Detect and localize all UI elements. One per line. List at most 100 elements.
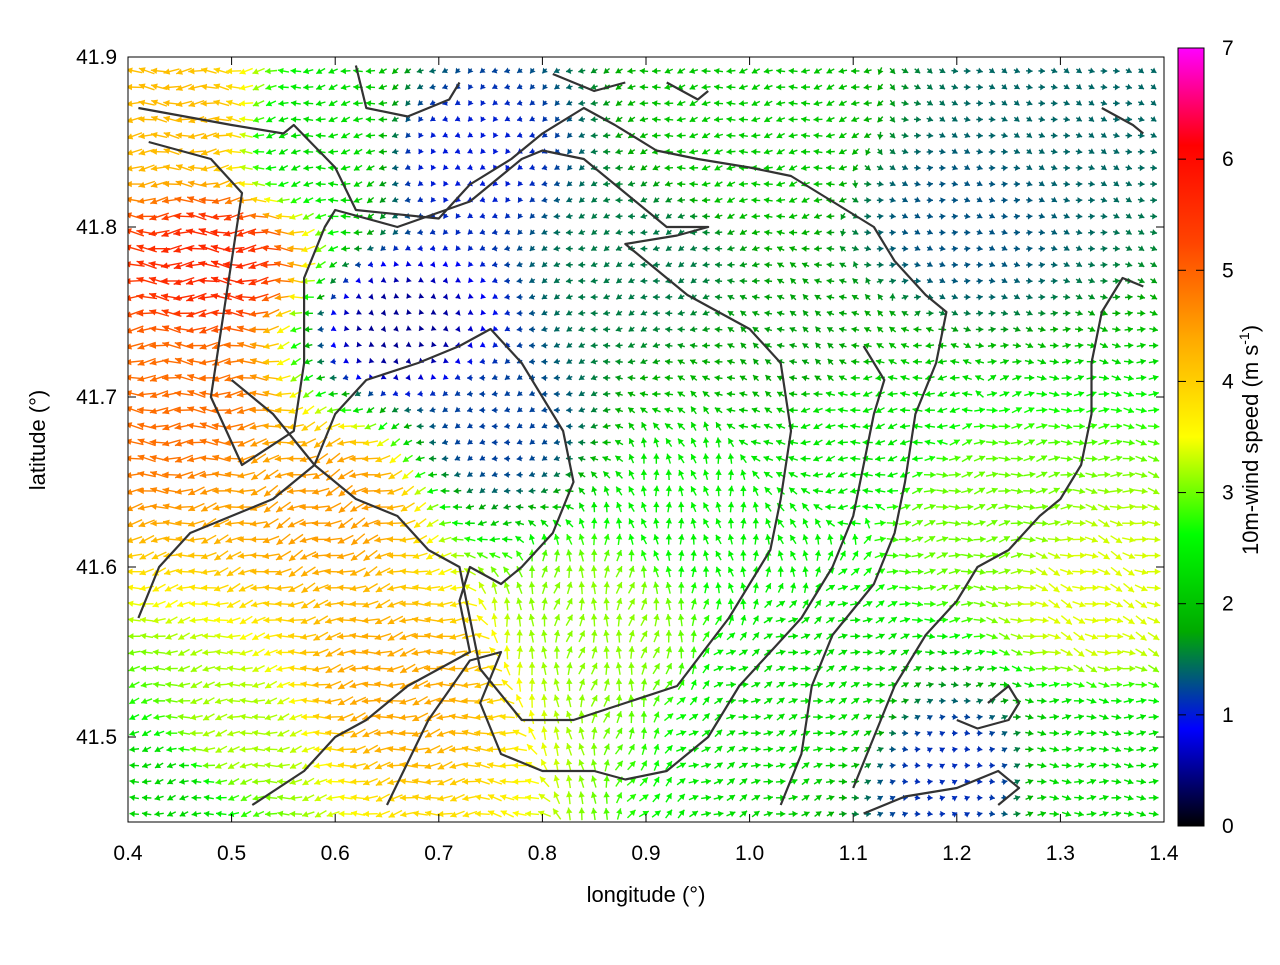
wind-arrow (826, 585, 835, 591)
wind-arrow (1039, 262, 1045, 268)
wind-arrow (227, 600, 240, 607)
wind-arrow (591, 326, 598, 332)
wind-arrow (303, 181, 313, 187)
wind-arrow (665, 697, 674, 705)
wind-arrow (1138, 100, 1144, 106)
x-tick-label: 0.7 (424, 842, 453, 865)
wind-arrow (604, 712, 610, 723)
wind-arrow (566, 678, 572, 691)
wind-arrow (925, 423, 935, 429)
wind-arrow (678, 423, 685, 430)
wind-arrow (715, 165, 723, 171)
wind-arrow (790, 567, 796, 577)
wind-arrow (962, 391, 972, 397)
wind-arrow (468, 326, 473, 332)
wind-arrow (603, 630, 609, 642)
wind-arrow (666, 518, 672, 528)
wind-arrow (801, 68, 810, 74)
wind-arrow (814, 229, 821, 235)
wind-arrow (1023, 617, 1036, 623)
wind-arrow (1060, 520, 1072, 526)
wind-arrow (1001, 165, 1007, 171)
wind-arrow (653, 598, 659, 611)
wind-arrow (902, 811, 907, 817)
wind-arrow (616, 792, 622, 803)
wind-arrow (541, 326, 547, 332)
wind-arrow (252, 746, 265, 752)
wind-arrow (542, 229, 548, 235)
wind-arrow (506, 197, 511, 203)
wind-arrow (275, 585, 291, 591)
wind-arrow (479, 598, 487, 610)
wind-arrow (357, 325, 362, 330)
wind-arrow (652, 391, 660, 397)
wind-arrow (890, 812, 896, 818)
wind-arrow (412, 778, 428, 784)
wind-arrow (1147, 601, 1160, 607)
wind-arrow (1024, 439, 1035, 445)
wind-arrow (1037, 778, 1046, 784)
wind-arrow (604, 245, 610, 250)
wind-arrow (481, 132, 486, 138)
wind-arrow (356, 293, 361, 299)
wind-arrow (1113, 100, 1120, 106)
wind-arrow (740, 795, 747, 802)
wind-arrow (326, 453, 340, 464)
wind-arrow (1002, 779, 1008, 785)
wind-arrow (764, 310, 772, 316)
wind-arrow (803, 327, 809, 333)
wind-arrow (739, 68, 747, 74)
wind-arrow (528, 504, 536, 510)
wind-arrow (926, 310, 933, 316)
wind-arrow (541, 694, 547, 707)
wind-arrow (505, 116, 511, 122)
wind-arrow (566, 550, 572, 562)
wind-arrow (290, 811, 303, 817)
wind-arrow (616, 487, 622, 496)
wind-arrow (393, 390, 398, 396)
wind-arrow (740, 245, 747, 251)
wind-arrow (542, 310, 548, 316)
wind-arrow (850, 391, 860, 397)
wind-arrow (369, 341, 374, 346)
wind-arrow (356, 374, 361, 379)
wind-arrow (877, 763, 883, 769)
wind-arrow (415, 487, 426, 494)
wind-arrow (279, 149, 288, 155)
wind-arrow (276, 551, 291, 560)
wind-arrow (1061, 649, 1073, 655)
wind-arrow (839, 375, 847, 381)
wind-arrow (902, 68, 908, 74)
wind-arrow (703, 278, 710, 284)
wind-arrow (838, 504, 848, 510)
wind-arrow (801, 391, 810, 397)
wind-arrow (728, 438, 733, 446)
wind-arrow (489, 552, 500, 558)
wind-arrow (529, 727, 536, 740)
wind-arrow (839, 778, 847, 784)
wind-arrow (987, 665, 997, 671)
wind-arrow (751, 730, 761, 736)
wind-arrow (604, 566, 610, 578)
wind-arrow (591, 342, 598, 348)
wind-arrow (1036, 553, 1048, 559)
wind-arrow (468, 342, 473, 348)
wind-arrow (703, 391, 710, 397)
wind-arrow (864, 213, 871, 219)
wind-arrow (689, 795, 698, 801)
wind-arrow (591, 679, 597, 690)
wind-arrow (852, 245, 859, 251)
wind-arrow (591, 792, 597, 804)
wind-arrow (1035, 617, 1049, 623)
wind-arrow (1111, 455, 1123, 461)
wind-arrow (1075, 342, 1084, 348)
wind-arrow (964, 213, 970, 219)
wind-arrow (142, 714, 152, 720)
wind-arrow (666, 614, 672, 626)
wind-arrow (529, 390, 535, 396)
wind-arrow (1148, 488, 1159, 494)
wind-arrow (591, 100, 598, 106)
wind-arrow (1023, 552, 1036, 558)
wind-arrow (290, 763, 302, 769)
wind-arrow (640, 229, 647, 235)
